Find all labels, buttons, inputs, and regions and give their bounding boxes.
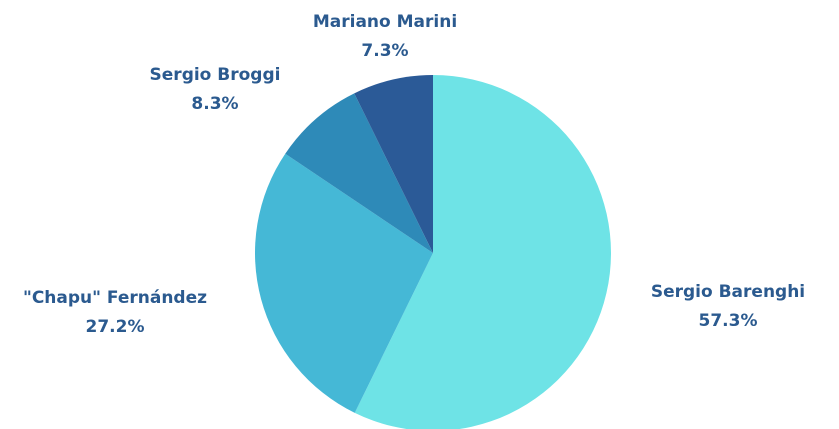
chart: Sergio Barenghi 57.3% "Chapu" Fernández 27.… — [0, 0, 839, 429]
slice-label: "Chapu" Fernández — [23, 288, 207, 308]
slice-value-label: 57.3% — [699, 311, 758, 331]
slice-label: Sergio Broggi — [150, 65, 281, 85]
slice-value-label: 7.3% — [361, 41, 408, 61]
slice-label: Mariano Marini — [313, 12, 457, 32]
slice-label: Sergio Barenghi — [651, 282, 805, 302]
slice-value-label: 8.3% — [191, 94, 238, 114]
page: {"chart_data": {"type": "pie", "categori… — [0, 0, 839, 429]
slice-value-label: 27.2% — [86, 317, 145, 337]
